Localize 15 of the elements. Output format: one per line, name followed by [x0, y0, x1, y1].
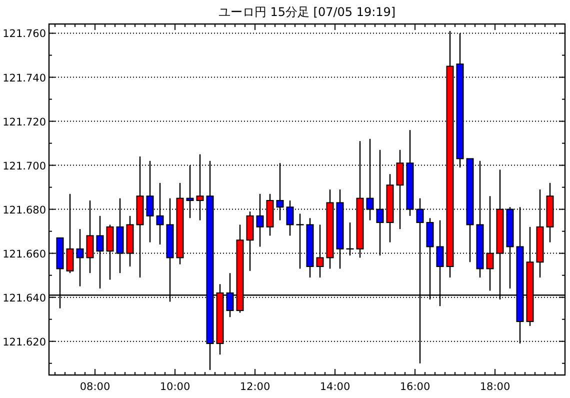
y-tick-label: 121.620	[2, 336, 46, 348]
x-tick-label: 12:00	[240, 381, 270, 393]
y-tick-label: 121.760	[2, 28, 46, 40]
y-tick-label: 121.680	[2, 204, 46, 216]
x-tick-label: 18:00	[480, 381, 510, 393]
y-tick-label: 121.640	[2, 292, 46, 304]
y-tick-label: 121.740	[2, 72, 46, 84]
x-tick-label: 16:00	[400, 381, 430, 393]
x-tick-label: 08:00	[80, 381, 110, 393]
x-tick-label: 14:00	[320, 381, 350, 393]
x-tick-label: 10:00	[160, 381, 190, 393]
y-tick-label: 121.700	[2, 160, 46, 172]
y-tick-label: 121.720	[2, 116, 46, 128]
title: ユーロ円 15分足 [07/05 19:19]	[218, 5, 396, 19]
y-tick-label: 121.660	[2, 248, 46, 260]
